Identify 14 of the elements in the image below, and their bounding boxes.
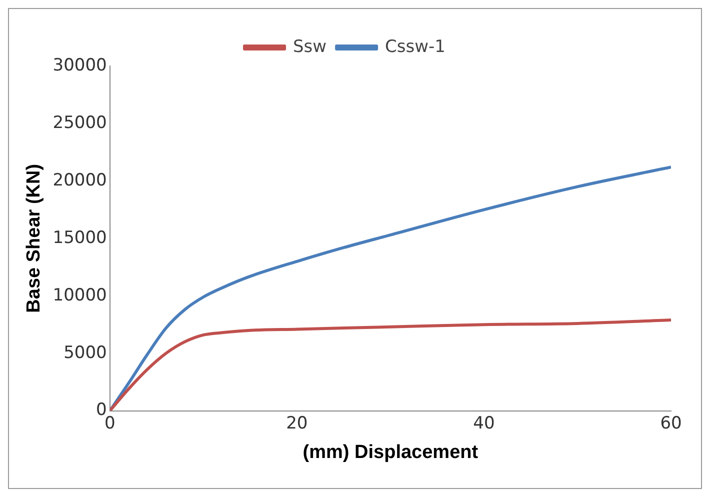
y-axis-title: Base Shear (KN) bbox=[24, 164, 45, 313]
legend-label: Cssw-1 bbox=[385, 36, 446, 57]
y-tick-label: 15000 bbox=[52, 228, 107, 248]
y-tick-label: 0 bbox=[96, 400, 107, 420]
y-tick-label: 10000 bbox=[52, 285, 107, 306]
y-tick-label: 20000 bbox=[52, 170, 107, 190]
y-tick-label: 5000 bbox=[64, 342, 107, 363]
legend-label: Ssw bbox=[293, 36, 327, 57]
x-tick-label: 20 bbox=[286, 413, 308, 434]
x-axis-title: (mm) Displacement bbox=[302, 442, 479, 463]
y-tick-label: 25000 bbox=[52, 112, 107, 133]
x-tick-label: 40 bbox=[473, 413, 495, 434]
y-tick-label: 30000 bbox=[52, 55, 107, 76]
x-tick-label: 60 bbox=[660, 413, 682, 434]
